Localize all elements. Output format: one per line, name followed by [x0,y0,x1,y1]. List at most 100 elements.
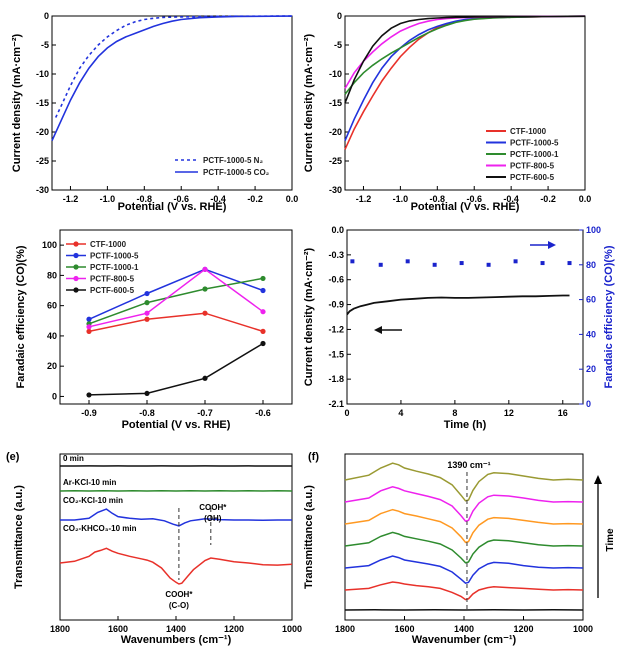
x-tick-label: -0.8 [139,408,155,418]
data-point [567,261,572,266]
data-point [144,290,150,297]
x-tick-label: -1.0 [100,194,116,204]
legend-label: PCTF-1000-5 [510,139,559,148]
x-tick-label: 1200 [513,624,533,634]
x-tick-label: -0.6 [255,408,271,418]
y-tick-label: -10 [329,69,342,79]
x-tick-label: 12 [504,408,514,418]
data-point [260,275,266,282]
series-line [344,15,586,142]
y-tick-label: -5 [41,40,49,50]
y-tick-label: 40 [47,331,57,341]
peak-label: 1390 cm⁻¹ [447,460,490,470]
y-tick-label: 100 [586,225,601,235]
annotation-label: COOH* [199,503,227,512]
legend-label: PCTF-1000-5 CO₂ [203,168,270,177]
legend-marker [73,264,79,270]
x-tick-label: 1600 [394,624,414,634]
spectrum-line [344,462,584,502]
x-tick-label: 1400 [166,624,186,634]
data-point [260,328,266,334]
y-tick-label: -15 [36,98,49,108]
data-point [350,259,355,264]
data-point [260,340,266,347]
x-tick-label: -1.2 [356,194,372,204]
y-tick-label: 60 [47,301,57,311]
panel-b: -1.2 -1.0 -0.8 -0.6 -0.4 -0.2 0.0 Potential (V … [303,11,591,213]
y-axis-label: Faradaic efficiency (CO)(%) [15,245,27,388]
x-axis-label: Wavenumber (cm⁻¹) [412,634,517,646]
x-tick-label: 1000 [573,624,593,634]
series-line [54,15,292,118]
spectrum-label: CO₂-KHCO₃-10 min [63,524,137,533]
x-tick-label: 4 [398,408,403,418]
x-tick-label: 1600 [108,624,128,634]
spectrum-line [344,508,584,544]
data-point [86,328,92,334]
data-point [86,316,92,322]
y-tick-label: -30 [329,185,342,195]
y-tick-label: -30 [36,185,49,195]
annotation-label: (C-O) [169,601,189,610]
y-tick-label: 80 [47,270,57,280]
x-tick-label: -0.8 [137,194,153,204]
panel-letter: (e) [6,451,20,463]
x-tick-label: -0.8 [430,194,446,204]
x-tick-label: -0.4 [503,194,519,204]
y-axis-label: Current density (mA·cm⁻²) [303,247,315,386]
data-point [513,259,518,264]
annotation-label: (OH) [204,514,222,523]
legend-label: CTF-1000 [90,240,127,249]
x-tick-label: 0.0 [579,194,592,204]
panel-d: 0 4 8 12 16 Time (h) 0.0 -0.3 -0.6 -0.9 -1.2 -1.5 -1… [303,225,615,431]
x-tick-label: -0.2 [247,194,263,204]
y-tick-label: -1.2 [328,324,344,334]
y-tick-label: 20 [47,361,57,371]
spectrum-line [344,555,584,585]
y-tick-label: 40 [586,329,596,339]
x-tick-label: 0.0 [286,194,299,204]
y-tick-label: 100 [42,240,57,250]
y-tick-label: -15 [329,98,342,108]
y-tick-label: 60 [586,295,596,305]
data-point [459,261,464,266]
x-tick-label: -0.7 [197,408,213,418]
y-axis-label: Transmittance (a.u.) [303,485,315,589]
spectrum-line [344,581,584,601]
y-tick-label: -0.9 [328,300,344,310]
legend-label: PCTF-1000-1 [510,150,559,159]
y-axis-label: Current density (mA·cm⁻²) [303,33,315,172]
y-tick-label: -5 [334,40,342,50]
x-axis-label: Potential (V vs. RHE) [118,201,227,213]
series-line [344,15,586,89]
y-tick-label: 0 [44,11,49,21]
panel-f: 1800 1600 1400 1200 1000 Wavenumber (cm⁻¹) Tra… [303,451,616,646]
y-tick-label: 0 [337,11,342,21]
annotation-label: COOH* [165,590,193,599]
x-tick-label: 1000 [282,624,302,634]
legend-label: PCTF-600-5 [510,173,555,182]
x-axis-label: Potential (V vs. RHE) [411,201,520,213]
y-tick-label: -25 [329,156,342,166]
series-line [88,268,264,328]
series-line [88,277,264,325]
y-tick-label: -10 [36,69,49,79]
data-point [432,262,437,267]
y-axis-label: Current density (mA·cm⁻²) [11,33,23,172]
legend-label: PCTF-1000-5 [90,252,139,261]
data-point [202,310,208,316]
series-line [88,342,264,396]
data-point [202,286,208,292]
data-point [378,262,383,267]
spectrum-line [344,486,584,523]
x-tick-label: -1.0 [393,194,409,204]
x-axis-label: Time (h) [444,419,487,431]
y-tick-label: 0.0 [331,225,344,235]
y-tick-label: 20 [586,364,596,374]
legend-label: CTF-1000 [510,127,547,136]
y-axis-label: Faradaic efficiency (CO)(%) [603,245,615,388]
x-tick-label: 1800 [50,624,70,634]
data-point [260,287,266,294]
data-point [144,390,150,397]
series-line [88,268,264,320]
